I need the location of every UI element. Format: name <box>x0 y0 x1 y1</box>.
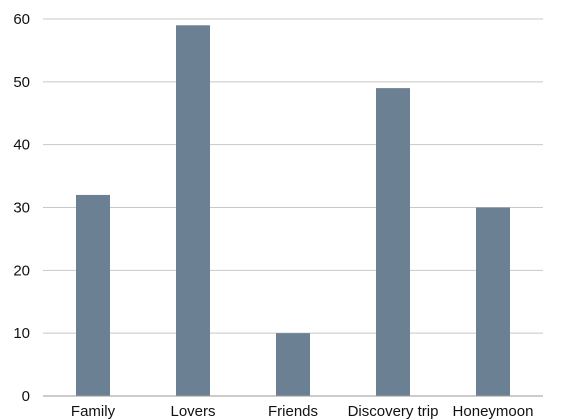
bar-discovery-trip <box>376 88 410 396</box>
x-category-label: Friends <box>268 403 318 420</box>
bars <box>76 25 510 397</box>
x-category-label: Lovers <box>170 403 215 420</box>
gridlines <box>43 18 543 334</box>
x-category-label: Honeymoon <box>453 403 534 420</box>
y-tick-label: 10 <box>13 325 30 342</box>
y-tick-label: 60 <box>13 11 30 28</box>
bar-family <box>76 194 110 396</box>
y-axis-tick-labels: 0 10 20 30 40 50 60 <box>13 11 30 405</box>
y-tick-label: 0 <box>22 388 30 405</box>
y-tick-label: 20 <box>13 262 30 279</box>
x-category-label: Family <box>71 403 116 420</box>
y-tick-label: 40 <box>13 137 30 154</box>
bar-lovers <box>176 25 210 397</box>
bar-honeymoon <box>476 207 510 396</box>
y-tick-label: 30 <box>13 200 30 217</box>
x-category-label: Discovery trip <box>348 403 439 420</box>
y-tick-label: 50 <box>13 74 30 91</box>
bar-friends <box>276 333 310 396</box>
x-axis-category-labels: Family Lovers Friends Discovery trip Honeymo… <box>71 403 534 420</box>
